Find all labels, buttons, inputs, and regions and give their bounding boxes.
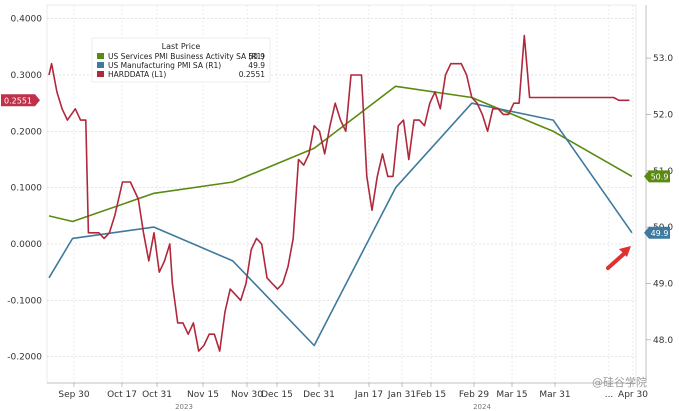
x-tick-label: Nov 30: [231, 390, 263, 400]
legend-swatch: [97, 62, 104, 68]
x-tick-label: Nov 15: [187, 390, 219, 400]
legend-label: HARDDATA (L1): [108, 70, 166, 79]
x-tick-label: Feb 15: [416, 390, 446, 400]
series-lines: [48, 34, 633, 352]
series-line-services: [48, 85, 633, 223]
left-tick-label: 0.4000: [11, 15, 43, 25]
x-tick-label: Dec 31: [303, 390, 335, 400]
arrow-shaft: [606, 250, 628, 270]
x-tick-label: Sep 30: [58, 390, 90, 400]
left-axis: 0.4000 0.3000 0.2000 0.1000 0.0000 -0.1000 -0.…: [7, 15, 42, 363]
value-tag-services-shape: [644, 170, 670, 183]
value-tag-harddata-shape: [1, 94, 40, 107]
legend-box: [91, 37, 271, 83]
x-tick-label: Feb 29: [459, 390, 490, 400]
value-tag-harddata-text: 0.2551: [4, 96, 32, 105]
value-tag-services-text: 50.9: [651, 172, 669, 181]
legend-title: Last Price: [162, 42, 201, 51]
legend-value: 49.9: [248, 61, 265, 70]
series-line-harddata: [48, 34, 630, 352]
left-tick-label: -0.1000: [7, 296, 42, 306]
x-tick-label: Oct 17: [107, 390, 137, 400]
legend-swatch: [97, 53, 104, 59]
right-tick-label: 52.0: [653, 110, 673, 120]
x-year-label: 2024: [473, 403, 491, 411]
value-tag-manufacturing-shape: [644, 226, 670, 239]
left-tick-label: 0.0000: [11, 240, 43, 250]
x-tick-label: Oct 31: [142, 390, 172, 400]
x-tick-label: Jan 17: [354, 390, 383, 400]
x-tick-label: Jan 31: [387, 390, 416, 400]
value-tag-manufacturing: 49.9: [644, 226, 670, 239]
legend-value: 0.2551: [239, 70, 265, 79]
x-tick-label: Mar 31: [539, 390, 570, 400]
left-tick-label: -0.2000: [7, 353, 42, 363]
legend-value: 50.9: [248, 52, 265, 61]
arrow-head: [619, 246, 631, 257]
right-tick-label: 49.0: [653, 279, 673, 289]
legend-label: US Manufacturing PMI SA (R1): [108, 61, 221, 70]
value-tags: 0.2551 50.9 49.9: [1, 94, 670, 239]
right-tick-label: 48.0: [653, 336, 673, 346]
watermark-text: @硅谷学院: [592, 375, 647, 389]
red-arrow-annotation: [606, 246, 631, 270]
left-tick-label: 0.1000: [11, 184, 43, 194]
value-tag-services: 50.9: [644, 170, 670, 183]
x-tick-label: Dec 15: [261, 390, 293, 400]
right-tick-label: 53.0: [653, 54, 673, 64]
x-year-label: 2023: [175, 403, 193, 411]
x-tick-label: ...: [605, 390, 614, 400]
x-tick-label: Mar 15: [496, 390, 527, 400]
legend-label: US Services PMI Business Activity SA (R1…: [108, 52, 264, 61]
right-axis: 53.052.051.050.049.048.0: [645, 5, 673, 383]
legend-swatch: [97, 71, 104, 77]
value-tag-manufacturing-text: 49.9: [651, 229, 669, 238]
x-tick-label: Apr 30: [618, 390, 648, 400]
value-tag-harddata: 0.2551: [1, 94, 40, 107]
left-tick-label: 0.2000: [11, 127, 43, 137]
left-tick-label: 0.3000: [11, 71, 43, 81]
